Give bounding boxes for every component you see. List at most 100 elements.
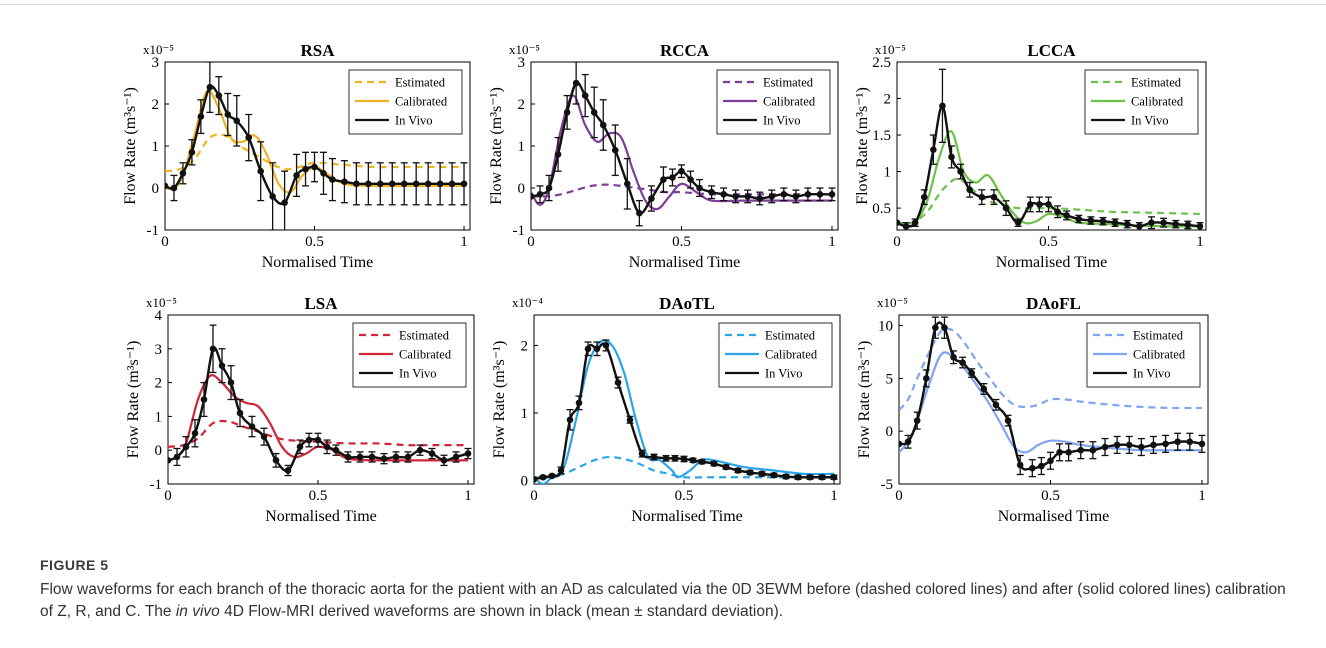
chart-title: RCCA [660, 41, 710, 60]
chart-panel-lcca: 0 0.5 10.511.522.5LCCAx10⁻⁵Normalised Time… [854, 41, 1206, 271]
y-axis-label: Flow Rate (m³s⁻¹) [488, 87, 505, 205]
y-tick-label: 2 [518, 97, 526, 113]
data-point [1015, 219, 1022, 226]
y-axis-label: Flow Rate (m³s⁻¹) [122, 87, 139, 205]
data-point [829, 191, 836, 198]
chart-panel-lsa: 0 0.5 1-101234LSAx10⁻⁵Normalised TimeFlow … [125, 294, 474, 525]
data-point [957, 168, 964, 175]
legend-label: Estimated [399, 329, 450, 343]
data-point [1138, 444, 1145, 451]
data-point [1047, 457, 1054, 464]
caption-italic: in vivo [176, 603, 220, 620]
data-point [805, 191, 812, 198]
y-axis-label: Flow Rate (m³s⁻¹) [125, 341, 142, 459]
y-tick-label: 3 [155, 342, 163, 358]
data-point [324, 444, 331, 451]
data-point [639, 450, 646, 457]
data-point [564, 109, 571, 116]
data-point [320, 170, 327, 177]
legend-label: Estimated [1133, 329, 1184, 343]
data-point [425, 181, 432, 188]
data-point [651, 454, 658, 461]
data-point [341, 178, 348, 185]
data-point [273, 457, 280, 464]
data-point [1045, 201, 1052, 208]
data-point [1027, 201, 1034, 208]
data-point [1197, 223, 1204, 230]
x-tick-label: 0 [161, 234, 169, 250]
data-point [1100, 218, 1107, 225]
y-tick-label: 3 [518, 55, 526, 71]
data-point [1038, 463, 1045, 470]
data-point [1056, 449, 1063, 456]
data-point [711, 460, 718, 467]
data-point [261, 433, 268, 440]
data-point [413, 181, 420, 188]
data-point [914, 417, 921, 424]
y-tick-label: 5 [886, 371, 894, 387]
legend-label: In Vivo [399, 367, 437, 381]
data-point [1065, 449, 1072, 456]
data-point [1174, 438, 1181, 445]
data-point [744, 193, 751, 200]
legend-label: Estimated [395, 76, 446, 90]
y-multiplier: x10⁻⁵ [143, 42, 174, 57]
data-point [302, 166, 309, 173]
data-point [345, 454, 352, 461]
data-point [357, 454, 364, 461]
data-point [540, 474, 547, 481]
data-point [968, 370, 975, 377]
legend: Estimated Calibrated In Vivo [1085, 70, 1198, 134]
data-point [198, 113, 205, 120]
x-tick-label: 0 [893, 234, 901, 250]
data-point [1160, 219, 1167, 226]
data-point [615, 379, 622, 386]
y-tick-label: 2 [152, 97, 160, 113]
data-point [201, 396, 208, 403]
data-point [558, 467, 565, 474]
x-tick-label: 1 [1198, 488, 1206, 504]
data-point [1187, 438, 1194, 445]
data-point [1005, 417, 1012, 424]
x-tick-label: 0 [530, 488, 538, 504]
y-axis-label: Flow Rate (m³s⁻¹) [491, 341, 508, 459]
data-point [162, 183, 169, 190]
data-point [981, 386, 988, 393]
data-point [979, 194, 986, 201]
data-point [912, 219, 919, 226]
data-point [1126, 442, 1133, 449]
data-point [216, 92, 223, 99]
data-point [921, 194, 928, 201]
legend-label: Calibrated [1133, 348, 1186, 362]
legend-label: Calibrated [399, 348, 452, 362]
data-point [950, 354, 957, 361]
data-point [269, 193, 276, 200]
data-point [537, 191, 544, 198]
caption-part-2: 4D Flow-MRI derived waveforms are shown … [220, 603, 783, 620]
data-point [1029, 465, 1036, 472]
y-tick-label: 2 [884, 92, 892, 108]
data-point [708, 189, 715, 196]
x-axis-label: Normalised Time [262, 254, 374, 271]
y-tick-label: 1 [521, 406, 529, 422]
data-point [207, 84, 214, 91]
data-point [747, 469, 754, 476]
y-axis-label: Flow Rate (m³s⁻¹) [856, 341, 873, 459]
data-point [1102, 444, 1109, 451]
y-tick-label: 2.5 [872, 55, 891, 71]
data-point [1063, 212, 1070, 219]
data-point [699, 458, 706, 465]
data-point [759, 471, 766, 478]
figure-label: FIGURE 5 [40, 557, 1290, 573]
chart-title: DAoTL [659, 294, 715, 313]
data-point [923, 375, 930, 382]
data-point [1162, 441, 1169, 448]
data-point [377, 181, 384, 188]
y-tick-label: -1 [147, 223, 160, 239]
data-point [546, 185, 553, 192]
data-point [210, 346, 217, 353]
data-point [1114, 442, 1121, 449]
data-point [1054, 208, 1061, 215]
data-point [183, 444, 190, 451]
x-axis-label: Normalised Time [265, 508, 377, 525]
